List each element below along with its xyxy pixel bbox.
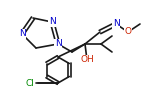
Text: N: N <box>55 39 61 48</box>
Text: N: N <box>19 29 25 38</box>
Text: N: N <box>49 17 55 26</box>
Text: O: O <box>125 27 132 36</box>
Text: N: N <box>113 19 119 29</box>
Text: Cl: Cl <box>26 79 34 87</box>
Text: OH: OH <box>80 55 94 65</box>
